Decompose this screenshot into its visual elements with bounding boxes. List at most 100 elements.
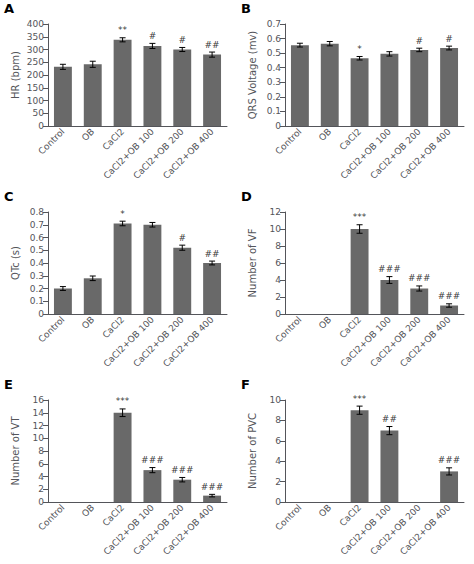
svg-text:200: 200: [27, 70, 44, 80]
svg-text:300: 300: [27, 45, 44, 55]
svg-text:CaCl2+OB 400: CaCl2+OB 400: [398, 502, 453, 557]
svg-text:4: 4: [275, 456, 281, 466]
svg-text:0.6: 0.6: [267, 34, 282, 44]
svg-text:8: 8: [38, 446, 44, 456]
svg-text:#: #: [415, 36, 423, 46]
svg-text:0.2: 0.2: [267, 92, 281, 102]
svg-text:###: ###: [408, 273, 431, 283]
svg-text:A: A: [4, 1, 14, 16]
svg-text:0.8: 0.8: [30, 207, 45, 217]
svg-text:400: 400: [27, 19, 44, 29]
svg-text:Control: Control: [273, 502, 303, 532]
svg-text:0: 0: [275, 121, 281, 131]
svg-text:CaCl2+OB 200: CaCl2+OB 200: [131, 314, 186, 369]
svg-text:CaCl2+OB 100: CaCl2+OB 100: [338, 314, 393, 369]
svg-text:CaCl2+OB 100: CaCl2+OB 100: [101, 126, 156, 181]
svg-text:###: ###: [171, 465, 194, 475]
svg-text:0.3: 0.3: [267, 77, 281, 87]
svg-text:CaCl2+OB 200: CaCl2+OB 200: [368, 502, 423, 557]
svg-text:CaCl2: CaCl2: [100, 314, 126, 340]
svg-text:CaCl2: CaCl2: [100, 126, 126, 152]
svg-text:OB: OB: [317, 126, 333, 142]
svg-text:CaCl2+OB 200: CaCl2+OB 200: [368, 314, 423, 369]
svg-text:###: ###: [201, 482, 224, 492]
svg-text:CaCl2+OB 200: CaCl2+OB 200: [368, 126, 423, 181]
svg-text:0.2: 0.2: [30, 284, 44, 294]
svg-text:***: ***: [116, 396, 130, 406]
svg-text:50: 50: [33, 108, 45, 118]
svg-text:Number of VT: Number of VT: [10, 416, 21, 486]
svg-text:100: 100: [27, 96, 44, 106]
svg-text:0.7: 0.7: [267, 19, 281, 29]
svg-text:0.6: 0.6: [30, 233, 45, 243]
svg-text:2: 2: [275, 292, 281, 302]
svg-text:***: ***: [353, 212, 367, 222]
svg-text:350: 350: [27, 32, 44, 42]
svg-text:0.1: 0.1: [267, 106, 281, 116]
svg-text:###: ###: [438, 455, 461, 465]
svg-text:6: 6: [38, 459, 44, 469]
svg-text:###: ###: [438, 291, 461, 301]
svg-text:Control: Control: [36, 314, 66, 344]
svg-text:0: 0: [38, 497, 44, 507]
svg-text:12: 12: [270, 207, 281, 217]
svg-text:Control: Control: [36, 126, 66, 156]
svg-text:Control: Control: [273, 126, 303, 156]
svg-text:6: 6: [275, 258, 281, 268]
svg-text:250: 250: [27, 57, 44, 67]
svg-text:QRS Voltage (mv): QRS Voltage (mv): [247, 31, 258, 120]
svg-text:CaCl2+OB 100: CaCl2+OB 100: [101, 314, 156, 369]
svg-text:CaCl2+OB 100: CaCl2+OB 100: [338, 502, 393, 557]
svg-text:6: 6: [275, 436, 281, 446]
svg-text:###: ###: [141, 455, 164, 465]
svg-text:8: 8: [275, 415, 281, 425]
svg-text:16: 16: [33, 395, 45, 405]
svg-text:CaCl2: CaCl2: [100, 502, 126, 528]
svg-text:HR (bpm): HR (bpm): [10, 51, 21, 99]
svg-text:0.4: 0.4: [30, 258, 45, 268]
svg-text:CaCl2+OB 200: CaCl2+OB 200: [131, 126, 186, 181]
svg-text:C: C: [4, 189, 14, 204]
svg-text:D: D: [241, 189, 252, 204]
svg-text:0: 0: [275, 309, 281, 319]
svg-text:10: 10: [270, 395, 282, 405]
svg-text:#: #: [178, 35, 186, 45]
svg-text:CaCl2+OB 100: CaCl2+OB 100: [338, 126, 393, 181]
svg-text:CaCl2+OB 400: CaCl2+OB 400: [161, 126, 216, 181]
svg-text:CaCl2+OB 200: CaCl2+OB 200: [131, 502, 186, 557]
svg-text:#: #: [178, 233, 186, 243]
svg-text:0.4: 0.4: [267, 63, 282, 73]
svg-text:CaCl2+OB 400: CaCl2+OB 400: [398, 314, 453, 369]
svg-text:12: 12: [33, 421, 44, 431]
svg-text:0.5: 0.5: [267, 48, 281, 58]
svg-text:8: 8: [275, 241, 281, 251]
svg-text:0: 0: [38, 309, 44, 319]
svg-text:0.1: 0.1: [30, 296, 44, 306]
svg-text:CaCl2: CaCl2: [337, 314, 363, 340]
svg-text:##: ##: [205, 249, 220, 259]
svg-text:CaCl2: CaCl2: [337, 502, 363, 528]
svg-text:***: ***: [353, 394, 367, 404]
svg-text:2: 2: [275, 477, 281, 487]
svg-text:*: *: [357, 44, 362, 54]
svg-text:**: **: [118, 25, 128, 35]
svg-text:Control: Control: [36, 502, 66, 532]
svg-text:0: 0: [275, 497, 281, 507]
svg-text:150: 150: [27, 83, 44, 93]
svg-text:OB: OB: [80, 314, 96, 330]
svg-text:##: ##: [205, 40, 220, 50]
svg-text:10: 10: [33, 433, 45, 443]
svg-text:CaCl2: CaCl2: [337, 126, 363, 152]
svg-text:CaCl2+OB 400: CaCl2+OB 400: [398, 126, 453, 181]
svg-text:OB: OB: [317, 314, 333, 330]
svg-text:CaCl2+OB 400: CaCl2+OB 400: [161, 314, 216, 369]
svg-text:OB: OB: [317, 502, 333, 518]
svg-text:CaCl2+OB 100: CaCl2+OB 100: [101, 502, 156, 557]
svg-text:OB: OB: [80, 502, 96, 518]
svg-text:0: 0: [38, 121, 44, 131]
svg-text:E: E: [4, 377, 13, 392]
svg-text:#: #: [149, 31, 157, 41]
svg-text:###: ###: [378, 264, 401, 274]
svg-text:CaCl2+OB 400: CaCl2+OB 400: [161, 502, 216, 557]
svg-text:##: ##: [382, 414, 397, 424]
